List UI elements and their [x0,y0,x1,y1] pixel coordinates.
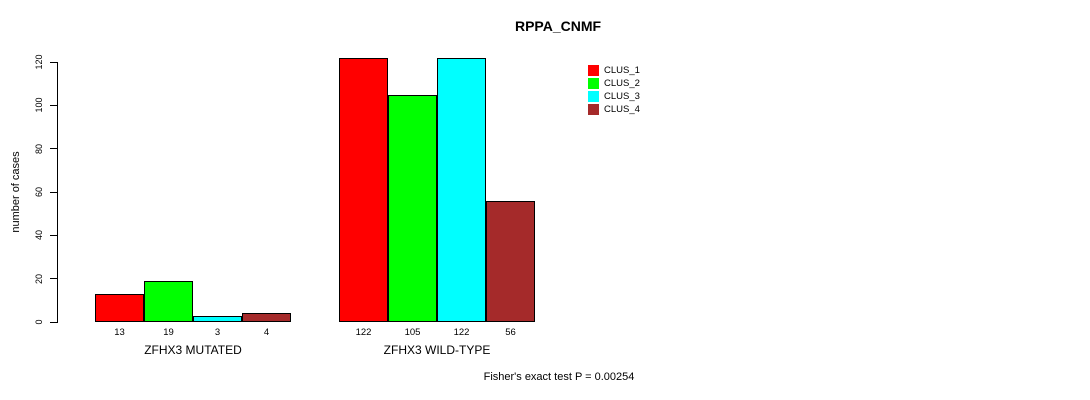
legend-item-clus_4: CLUS_4 [588,104,640,115]
y-axis-tick-label: 0 [34,319,44,325]
y-axis-tick [50,191,57,193]
bar-clus_1-mutated [95,293,144,322]
group-label: ZFHX3 WILD-TYPE [383,343,491,357]
bar-clus_2-wild-type [388,94,437,322]
y-axis-tick-label: 120 [34,54,44,70]
bar-clus_3-wild-type [437,57,486,322]
y-axis-tick [50,321,57,323]
y-axis-tick [50,234,57,236]
y-axis-tick-label: 80 [34,143,44,154]
bar-value-label: 122 [355,327,372,338]
legend-item-clus_3: CLUS_3 [588,91,640,102]
chart-title: RPPA_CNMF [514,18,602,34]
bar-value-label: 3 [214,327,221,338]
legend-swatch [588,65,599,76]
bar-value-label: 19 [163,327,174,338]
y-axis-tick-label: 100 [34,97,44,113]
y-axis-tick-label: 60 [34,186,44,198]
legend-swatch [588,78,599,89]
bar-value-label: 105 [404,327,421,338]
legend-label: CLUS_4 [604,104,640,115]
bar-clus_1-wild-type [339,57,388,322]
y-axis-tick-label: 40 [34,230,44,241]
y-axis-tick [50,148,57,150]
bar-clus_4-mutated [242,313,291,322]
legend-swatch [588,91,599,102]
y-axis-line [57,62,58,323]
bar-value-label: 4 [263,327,270,338]
legend-label: CLUS_3 [604,91,640,102]
group-label: ZFHX3 MUTATED [144,343,242,357]
legend-item-clus_1: CLUS_1 [588,65,640,76]
bar-value-label: 56 [505,327,516,338]
bar-value-label: 13 [114,327,125,338]
y-axis-tick [50,104,57,106]
bar-clus_2-mutated [144,280,193,322]
legend-swatch [588,104,599,115]
legend-item-clus_2: CLUS_2 [588,78,640,89]
y-axis-label: number of cases [10,151,22,233]
y-axis-tick [50,278,57,280]
footer-annotation: Fisher's exact test P = 0.00254 [483,371,635,383]
y-axis-tick [50,61,57,63]
bar-clus_3-mutated [193,315,242,322]
bar-value-label: 122 [453,327,470,338]
y-axis-tick-label: 20 [34,273,44,284]
bar-clus_4-wild-type [486,200,535,322]
legend-label: CLUS_2 [604,78,640,89]
legend-label: CLUS_1 [604,65,640,76]
